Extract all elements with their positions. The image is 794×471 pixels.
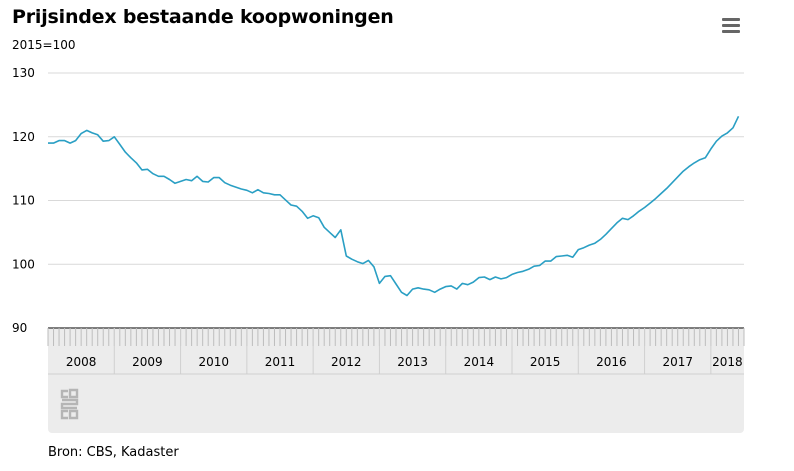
logo-part (68, 388, 79, 399)
y-axis-ticks: 90 100 110 120 130 (12, 66, 35, 335)
x-axis-minor-ticks (47, 328, 745, 346)
menu-bar (722, 24, 740, 27)
menu-bar (722, 18, 740, 21)
x-tick-label-2018: 2018 (712, 355, 743, 369)
x-tick-label-2015: 2015 (530, 355, 561, 369)
logo-part (68, 409, 79, 420)
x-axis-ticks: 2008 2009 2010 2011 2012 2013 2014 2015 2016 2017… (66, 328, 743, 374)
x-tick-label-2016: 2016 (596, 355, 627, 369)
chart-title: Prijsindex bestaande koopwoningen (12, 6, 394, 28)
hamburger-menu-icon[interactable] (718, 14, 744, 38)
series-line-0 (48, 115, 740, 297)
source-note: Bron: CBS, Kadaster (48, 445, 179, 460)
y-tick-label-120: 120 (12, 130, 35, 144)
y-axis-unit-label: 2015=100 (12, 38, 76, 52)
x-tick-label-2013: 2013 (397, 355, 428, 369)
y-tick-label-90: 90 (12, 321, 27, 335)
series-group (48, 115, 740, 297)
x-tick-label-2017: 2017 (662, 355, 693, 369)
logo-part (60, 389, 68, 399)
x-tick-label-2014: 2014 (464, 355, 495, 369)
x-tick-label-2011: 2011 (265, 355, 296, 369)
x-tick-label-2009: 2009 (132, 355, 163, 369)
menu-bar (722, 30, 740, 33)
logo-part (60, 398, 79, 410)
logo-part (60, 409, 68, 420)
x-tick-label-2010: 2010 (198, 355, 229, 369)
cbs-logo-icon (60, 388, 79, 420)
x-tick-label-2012: 2012 (331, 355, 362, 369)
grid-lines (48, 72, 744, 265)
x-tick-label-2008: 2008 (66, 355, 97, 369)
navigator-background (48, 328, 744, 433)
y-tick-label-100: 100 (12, 257, 35, 271)
y-tick-label-110: 110 (12, 194, 35, 208)
y-tick-label-130: 130 (12, 66, 35, 80)
